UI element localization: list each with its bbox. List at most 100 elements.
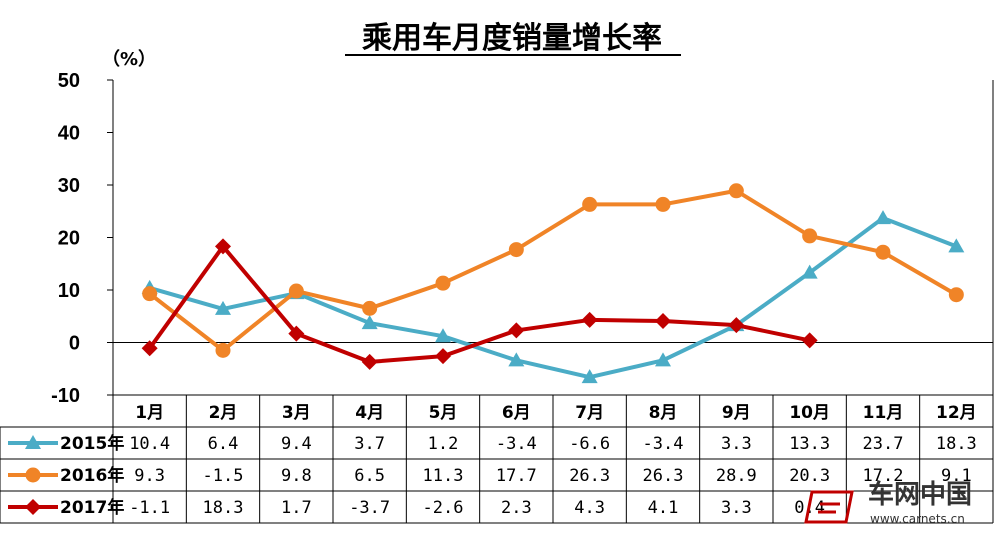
data-point <box>948 238 965 253</box>
table-cell-value: 2.3 <box>501 498 532 518</box>
data-point <box>948 287 964 303</box>
data-point <box>801 332 818 349</box>
table-cell-value: -6.6 <box>569 434 610 454</box>
table-cell-value: 9.3 <box>134 466 165 486</box>
category-label: 12月 <box>936 403 977 423</box>
table-cell-value: 9.4 <box>281 434 312 454</box>
category-label: 3月 <box>282 403 311 423</box>
y-tick-label: 0 <box>69 333 80 355</box>
table-cell-value: 13.3 <box>789 434 830 454</box>
data-point <box>142 286 158 302</box>
category-label: 11月 <box>863 403 904 423</box>
y-tick-label: 40 <box>58 123 80 145</box>
legend-marker-icon <box>25 435 41 449</box>
y-tick-label: 20 <box>58 228 80 250</box>
category-label: 5月 <box>429 403 458 423</box>
watermark-url: www.carnets.cn <box>870 512 965 526</box>
table-cell-value: 6.5 <box>354 466 385 486</box>
data-point <box>435 328 451 343</box>
axes: 50 40 30 20 10 0 -10 <box>51 70 993 407</box>
table-cell-value: 4.1 <box>648 498 679 518</box>
table-cell-value: 1.7 <box>281 498 312 518</box>
data-point <box>875 210 891 225</box>
series-line <box>148 188 958 353</box>
data-point <box>215 300 231 315</box>
data-point <box>288 283 304 299</box>
y-unit-label: （%） <box>102 49 156 70</box>
table-cell-value: 18.3 <box>936 434 977 454</box>
data-point <box>728 183 744 199</box>
y-tick-label: 50 <box>58 70 80 92</box>
category-label: 9月 <box>722 403 751 423</box>
series-name: 2016年 <box>60 465 124 486</box>
legend-marker-icon <box>25 499 41 515</box>
table-cell-value: -3.4 <box>496 434 537 454</box>
table-cell-value: 9.8 <box>281 466 312 486</box>
series-line <box>149 216 958 380</box>
table-cell-value: 3.7 <box>354 434 385 454</box>
table-cell-value: 11.3 <box>423 466 464 486</box>
data-point <box>435 275 451 291</box>
category-label: 7月 <box>575 403 604 423</box>
table-cell-value: 23.7 <box>863 434 904 454</box>
data-point <box>508 242 524 258</box>
series-name: 2015年 <box>60 433 124 454</box>
data-point <box>581 369 598 384</box>
table-cell-value: 10.4 <box>129 434 170 454</box>
table-cell-value: 4.3 <box>574 498 605 518</box>
category-label: 1月 <box>135 403 164 423</box>
data-point <box>288 325 305 342</box>
chart-title: 乘用车月度销量增长率 <box>362 21 662 56</box>
table-cell-value: 17.2 <box>863 466 904 486</box>
table-cell-value: 26.3 <box>643 466 684 486</box>
y-tick-label: -10 <box>51 385 80 407</box>
table-cell-value: -1.5 <box>203 466 244 486</box>
data-point <box>875 244 891 260</box>
table-cell-value: 28.9 <box>716 466 757 486</box>
data-point <box>361 353 378 370</box>
table-cell-value: -1.1 <box>129 498 170 518</box>
data-point <box>582 196 598 212</box>
data-point <box>728 317 745 334</box>
data-point <box>215 342 231 358</box>
data-table: 1月 2月 3月 4月 5月 6月 7月 8月 9月 10月 11月 12月 2015年 10.4 6.4 9… <box>0 80 994 524</box>
series-name: 2017年 <box>60 497 124 518</box>
table-cell-value: -3.4 <box>643 434 684 454</box>
y-tick-label: 10 <box>58 280 80 302</box>
watermark: 车网中国 www.carnets.cn <box>804 479 972 526</box>
data-point <box>655 196 671 212</box>
table-cell-value: 26.3 <box>569 466 610 486</box>
series-line <box>148 244 811 364</box>
data-point <box>581 311 598 328</box>
table-cell-value: 20.3 <box>789 466 830 486</box>
category-label: 2月 <box>209 403 238 423</box>
series-layer <box>141 183 965 384</box>
table-cell-value: -3.7 <box>349 498 390 518</box>
table-cell-value: 6.4 <box>208 434 239 454</box>
data-point <box>141 340 158 357</box>
data-point <box>508 322 525 339</box>
data-point <box>435 348 451 365</box>
table-cell-value: 3.3 <box>721 498 752 518</box>
watermark-logo-icon <box>804 490 854 524</box>
category-label: 8月 <box>649 403 678 423</box>
data-point <box>801 264 818 279</box>
watermark-brand: 车网中国 <box>868 479 972 510</box>
data-point <box>508 352 525 367</box>
table-cell-value: 1.2 <box>428 434 459 454</box>
category-label: 6月 <box>502 403 531 423</box>
data-point <box>655 312 671 329</box>
data-point <box>215 238 231 255</box>
table-cell-value: 18.3 <box>203 498 244 518</box>
legend-marker-icon <box>25 467 41 483</box>
category-label: 10月 <box>789 403 830 423</box>
data-point <box>361 315 378 330</box>
data-point <box>802 228 818 244</box>
table-cell-value: 9.1 <box>941 466 972 486</box>
data-point <box>362 300 378 316</box>
data-point <box>655 352 671 367</box>
table-cell-value: -2.6 <box>423 498 464 518</box>
table-cell-value: 17.7 <box>496 466 537 486</box>
